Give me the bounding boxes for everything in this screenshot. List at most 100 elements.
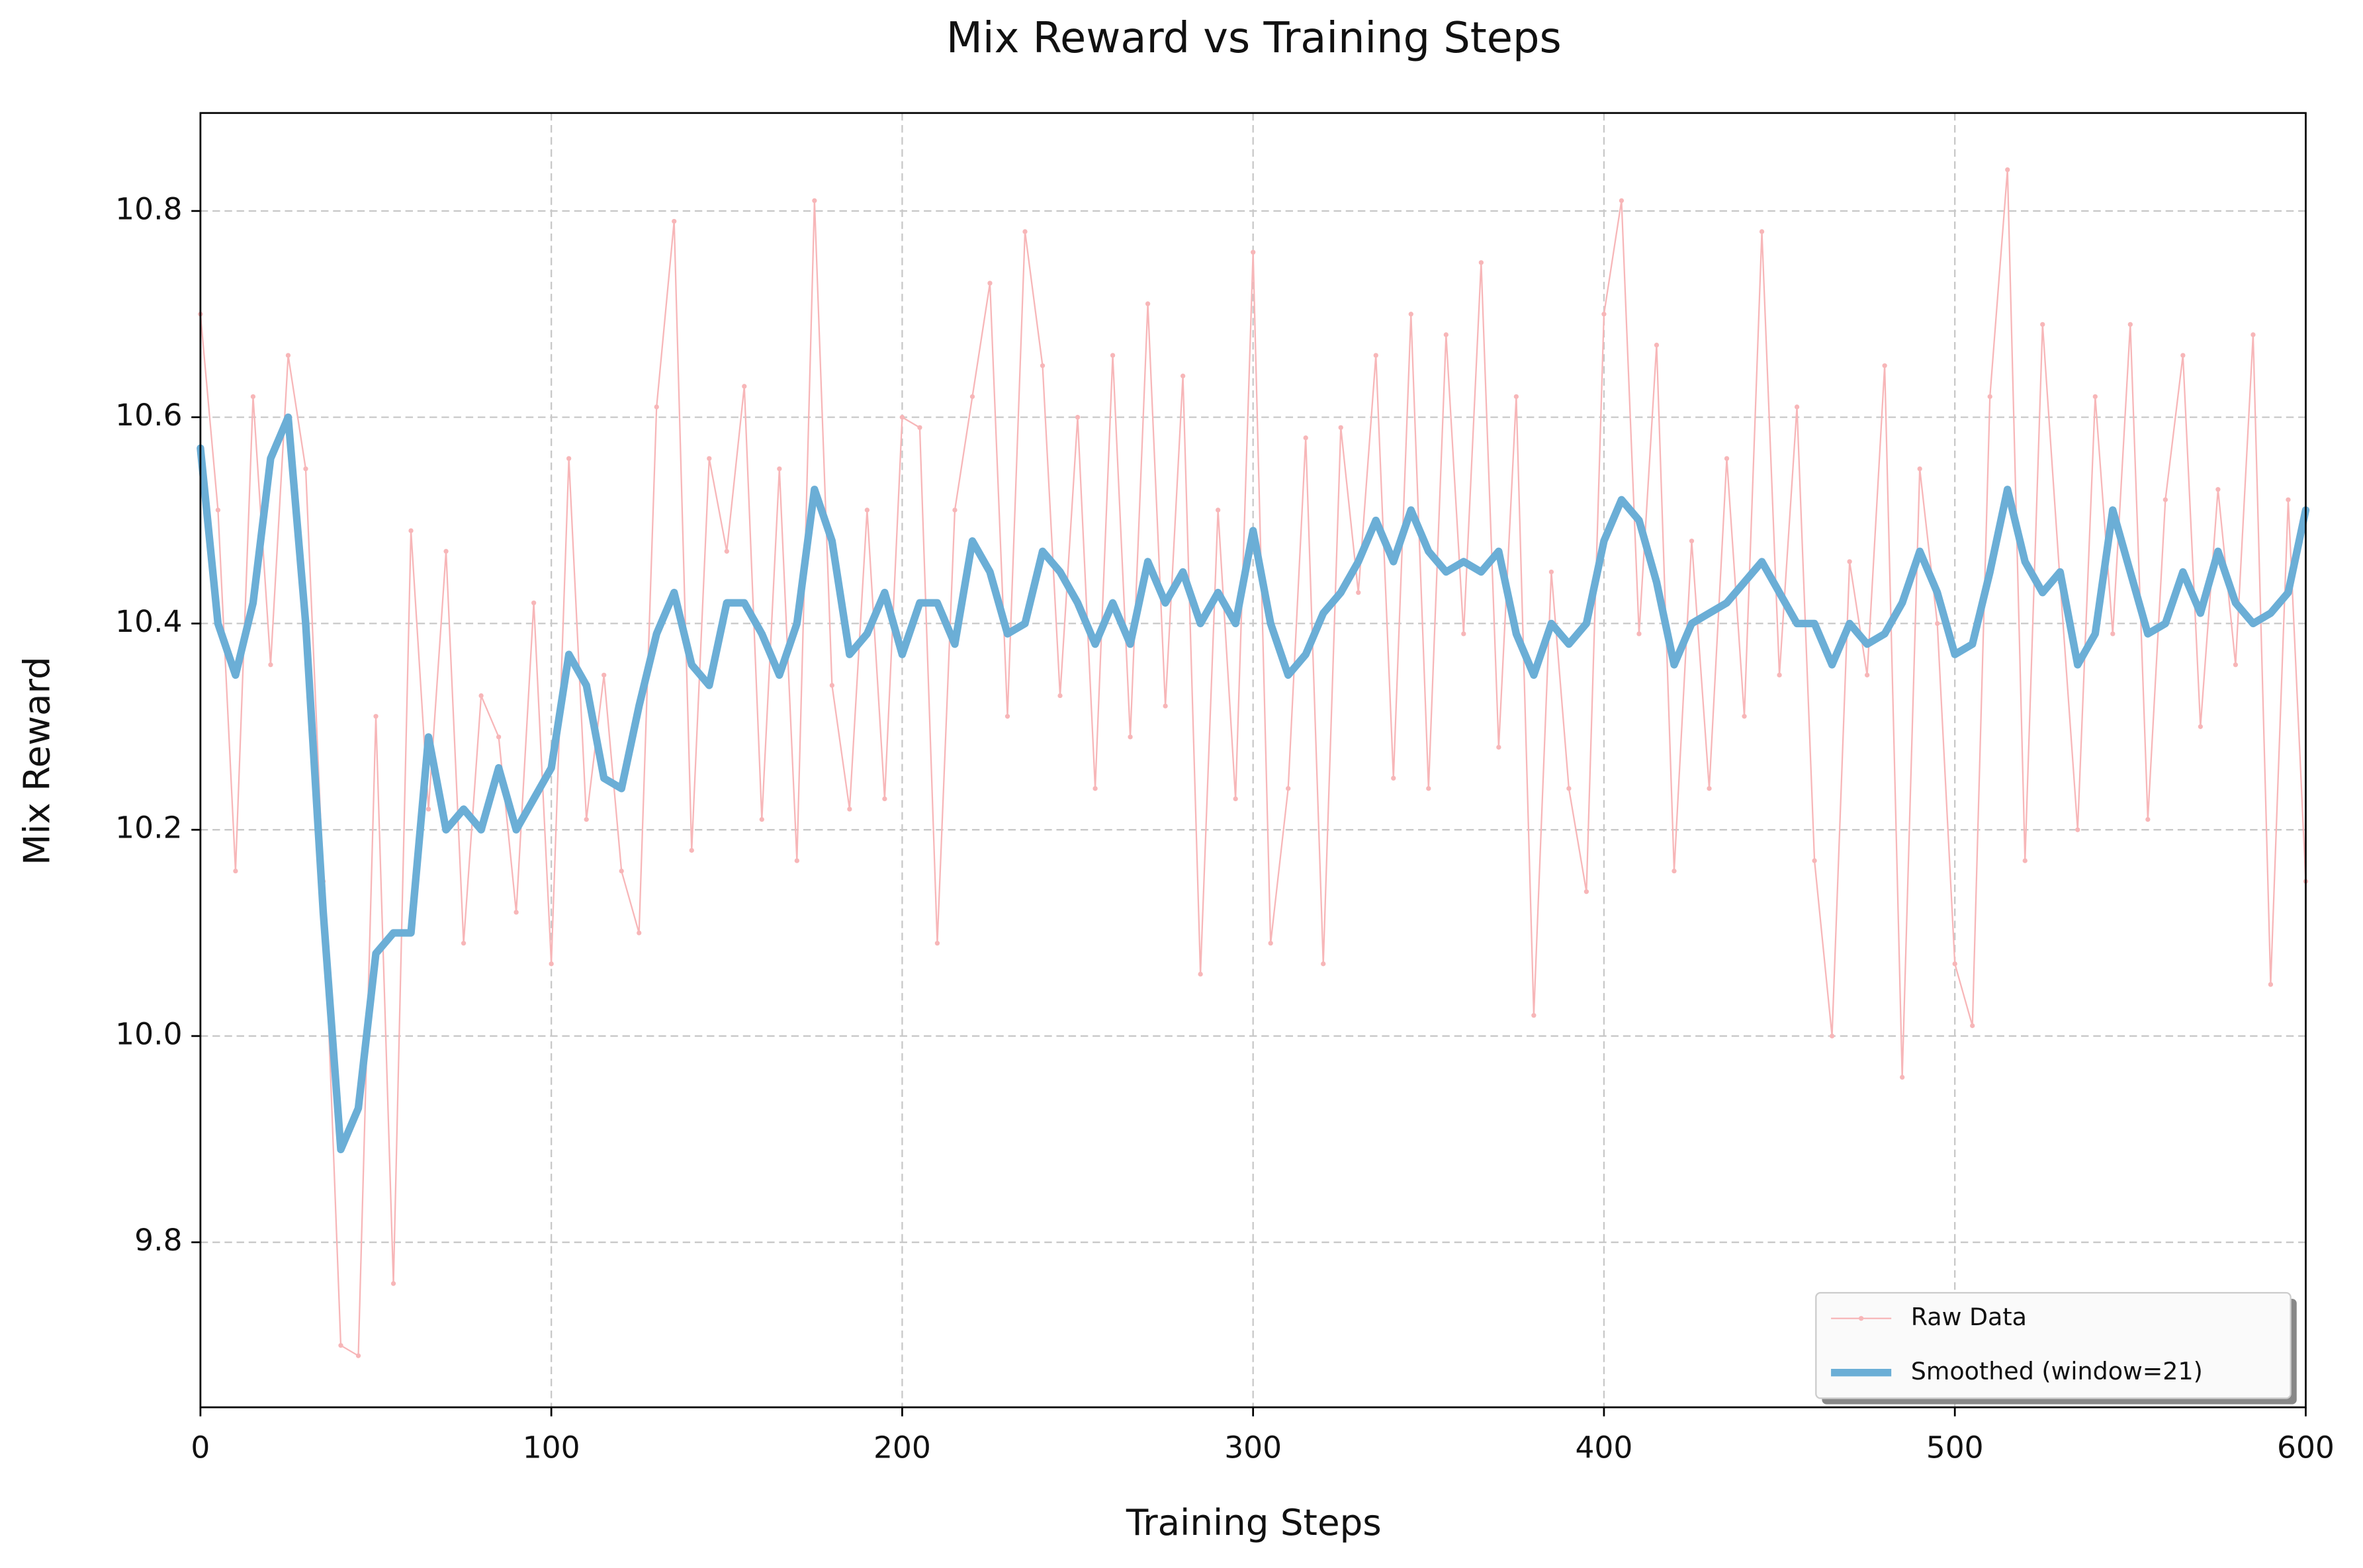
data-point [2092, 394, 2098, 400]
data-point [2162, 497, 2168, 503]
data-point [1321, 961, 1326, 967]
data-point [1373, 353, 1378, 358]
data-point [917, 425, 922, 430]
data-point [443, 548, 449, 554]
data-point [1917, 466, 1922, 472]
data-point [1847, 559, 1852, 564]
data-point [1145, 301, 1151, 306]
x-tick-label: 600 [2277, 1430, 2335, 1465]
data-point [268, 662, 273, 668]
data-point [1040, 363, 1046, 369]
data-point [1110, 353, 1116, 358]
data-point [1251, 249, 1256, 255]
data-point [742, 384, 747, 389]
data-point [2215, 487, 2221, 492]
data-point [303, 466, 308, 472]
data-point [759, 816, 764, 822]
data-point [1566, 786, 1572, 791]
y-tick-label: 10.8 [115, 191, 182, 226]
data-point [355, 1353, 361, 1358]
x-tick-label: 200 [873, 1430, 931, 1465]
data-point [2005, 167, 2010, 173]
data-point [689, 848, 694, 853]
data-point [566, 456, 572, 461]
y-tick-label: 10.2 [115, 810, 182, 846]
data-point [1794, 404, 1800, 410]
data-point [1391, 775, 1396, 781]
data-point [1777, 672, 1782, 678]
data-point [1092, 786, 1098, 791]
data-point [1812, 858, 1817, 863]
x-tick-label: 100 [523, 1430, 580, 1465]
data-point [2180, 353, 2186, 358]
data-point [1759, 229, 1765, 234]
legend-label: Smoothed (window=21) [1911, 1357, 2203, 1385]
data-point [794, 858, 799, 863]
data-point [1426, 786, 1431, 791]
data-point [2286, 497, 2291, 503]
data-point [1180, 373, 1186, 378]
data-point [882, 796, 887, 802]
data-point [408, 528, 414, 533]
data-point [1461, 631, 1466, 636]
data-point [637, 930, 642, 936]
y-axis-label: Mix Reward [15, 656, 58, 865]
y-tick-label: 9.8 [134, 1223, 182, 1258]
data-point [373, 714, 379, 719]
data-point [1128, 734, 1133, 740]
data-point [1970, 1023, 1975, 1028]
y-tick-label: 10.6 [115, 398, 182, 433]
data-point [1864, 672, 1870, 678]
data-point [1338, 425, 1343, 430]
data-point [1286, 786, 1291, 791]
data-point [1636, 631, 1642, 636]
x-tick-label: 0 [191, 1430, 210, 1465]
legend-label: Raw Data [1911, 1303, 2027, 1331]
data-point [1619, 198, 1625, 203]
data-point [584, 816, 589, 822]
data-point [2022, 858, 2028, 863]
data-point [2127, 322, 2133, 327]
data-point [1829, 1033, 1835, 1039]
data-point [1654, 342, 1660, 348]
data-point [1478, 260, 1484, 265]
chart-title: Mix Reward vs Training Steps [946, 14, 1562, 63]
data-point [2268, 982, 2274, 987]
data-point [2145, 816, 2151, 822]
data-point [1707, 786, 1712, 791]
data-point [777, 466, 782, 472]
data-point [1900, 1074, 1905, 1080]
data-point [934, 941, 940, 946]
data-point [952, 507, 958, 513]
data-point [847, 806, 852, 812]
data-point [987, 281, 993, 286]
data-point [1935, 621, 1940, 627]
data-point [425, 806, 431, 812]
data-point [233, 868, 238, 874]
data-point [1689, 539, 1695, 544]
data-point [602, 672, 607, 678]
data-point [1303, 435, 1308, 441]
data-point [2198, 724, 2204, 729]
data-point [1233, 796, 1238, 802]
data-point [338, 1342, 343, 1348]
series-line [197, 413, 2310, 1154]
data-point [531, 600, 537, 605]
data-point [390, 1281, 396, 1286]
data-point [707, 456, 712, 461]
data-point [1198, 971, 1203, 977]
data-point [285, 353, 291, 358]
data-point [1022, 229, 1028, 234]
data-point [1742, 714, 1747, 719]
data-point [724, 548, 729, 554]
data-point [215, 507, 221, 513]
data-point [1672, 868, 1677, 874]
data-point [1057, 693, 1063, 699]
x-axis-label: Training Steps [1126, 1501, 1382, 1544]
data-point [1548, 569, 1554, 575]
data-point [1356, 590, 1361, 595]
data-point [1724, 456, 1730, 461]
data-point [1268, 941, 1273, 946]
